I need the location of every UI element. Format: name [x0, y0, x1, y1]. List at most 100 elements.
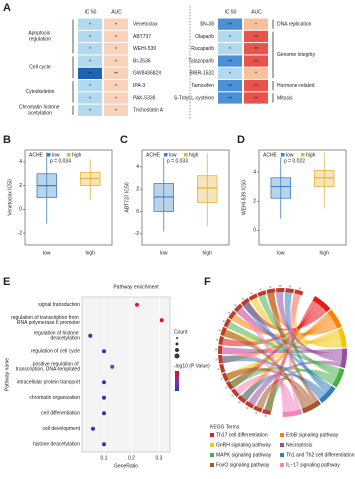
- column-header: AUC: [251, 9, 262, 15]
- legend-swatch: [280, 463, 284, 467]
- legend-title: ACHE: [146, 152, 161, 158]
- cell-label: *: [115, 47, 117, 53]
- y-tick-label: 2: [136, 186, 139, 192]
- dot: [159, 318, 164, 323]
- cell-label: *: [89, 96, 91, 102]
- y-tick-label: cell differentiation: [41, 411, 80, 417]
- dot: [102, 411, 106, 416]
- legend-title: ACHE: [263, 152, 278, 158]
- chord: [288, 293, 301, 411]
- heat-cell: [104, 55, 128, 67]
- heat-cell: [244, 92, 268, 104]
- cell-label: *: [229, 47, 231, 53]
- drug-name: WEHI-539: [133, 46, 156, 52]
- gene-label: [289, 285, 292, 288]
- chord: [258, 294, 339, 377]
- gene-segment: [237, 395, 247, 404]
- legend-dot: [176, 337, 178, 339]
- legend-label: low: [286, 152, 294, 158]
- legend-swatch: [210, 433, 214, 437]
- cell-label: **: [254, 59, 258, 65]
- y-tick-label: histone deacetylation: [33, 442, 80, 448]
- panel-label: A: [3, 2, 11, 14]
- drug-name: Tamoxifen: [191, 83, 214, 89]
- heat-cell: [244, 55, 268, 67]
- term-segment: [340, 348, 347, 369]
- y-axis-label: WEHI-539 IC50: [241, 180, 247, 215]
- legend-dot: [175, 342, 179, 346]
- dot: [135, 302, 139, 307]
- gene-segment: [219, 363, 226, 373]
- gene-segment: [231, 388, 240, 398]
- gene-segment: [240, 297, 250, 307]
- heat-cell: [218, 92, 242, 104]
- y-axis-label: Pathway name: [4, 358, 10, 391]
- cell-label: *: [255, 22, 257, 28]
- group-label: Mitosis: [277, 95, 293, 101]
- p-value: p = 0.034: [50, 158, 71, 164]
- heat-cell: [244, 67, 268, 79]
- cell-label: **: [254, 84, 258, 90]
- heat-cell: [104, 80, 128, 92]
- box: [270, 177, 291, 199]
- gene-segment: [223, 318, 231, 328]
- column-header: IC 50: [85, 9, 97, 15]
- heat-cell: [244, 30, 268, 43]
- y-tick-label: cell development: [42, 426, 80, 432]
- drug-name: BIBR-1532: [190, 71, 215, 77]
- gene-segment: [218, 345, 223, 354]
- legend-label: MAPK signaling pathway: [216, 452, 272, 458]
- dot: [110, 364, 115, 369]
- chord: [222, 355, 323, 400]
- gene-segment: [233, 303, 243, 313]
- cell-label: *: [89, 35, 91, 41]
- heat-cell: [104, 67, 128, 79]
- y-tick-label: regulation of cell cycle: [31, 349, 80, 355]
- gene-label: [231, 394, 234, 397]
- heat-cell: [78, 43, 102, 55]
- heat-cell: [244, 43, 268, 55]
- drug-name: Olaparib: [195, 34, 214, 40]
- gene-label: [216, 338, 219, 341]
- gene-segment: [218, 354, 223, 364]
- gene-segment: [248, 293, 258, 301]
- drug-name: Trichostatin A: [133, 108, 164, 114]
- legend-label: Th1 and Th2 cell differentiation: [286, 452, 355, 458]
- cell-label: **: [114, 72, 118, 78]
- legend-swatch: [67, 153, 71, 157]
- cell-label: *: [89, 109, 91, 115]
- x-tick-label: 0.2: [128, 455, 135, 461]
- heat-cell: [244, 80, 268, 92]
- heat-cell: [78, 67, 102, 79]
- p-value: p = 0.022: [284, 158, 305, 164]
- x-tick-label: high: [86, 250, 96, 256]
- heat-cell: [218, 55, 242, 67]
- group-label: DNA replication: [277, 21, 312, 27]
- heat-cell: [78, 18, 102, 30]
- heat-cell: [104, 104, 128, 116]
- cell-label: *: [115, 35, 117, 41]
- legend-swatch: [47, 153, 51, 157]
- gene-segment: [228, 310, 237, 320]
- plot-frame: [81, 296, 171, 453]
- group-label: Cell cycle: [29, 65, 51, 71]
- y-tick-label: 0: [19, 207, 22, 213]
- gene-label: [222, 320, 225, 323]
- term-segment: [332, 368, 345, 388]
- panel-label: D: [237, 134, 245, 146]
- dot: [102, 380, 106, 385]
- term-segment: [312, 296, 331, 312]
- chord: [266, 292, 319, 403]
- legend-swatch: [280, 433, 284, 437]
- cell-label: **: [254, 96, 258, 102]
- legend-title: -log10 (P Value): [174, 363, 210, 369]
- legend-swatch: [210, 463, 214, 467]
- heat-cell: [218, 80, 242, 92]
- gene-segment: [275, 288, 285, 293]
- term-segment: [337, 327, 347, 348]
- legend-label: IL−17 signaling pathway: [286, 462, 340, 468]
- gene-segment: [220, 326, 227, 336]
- legend-swatch: [280, 453, 284, 457]
- chord: [248, 360, 342, 406]
- gene-label: [298, 287, 301, 290]
